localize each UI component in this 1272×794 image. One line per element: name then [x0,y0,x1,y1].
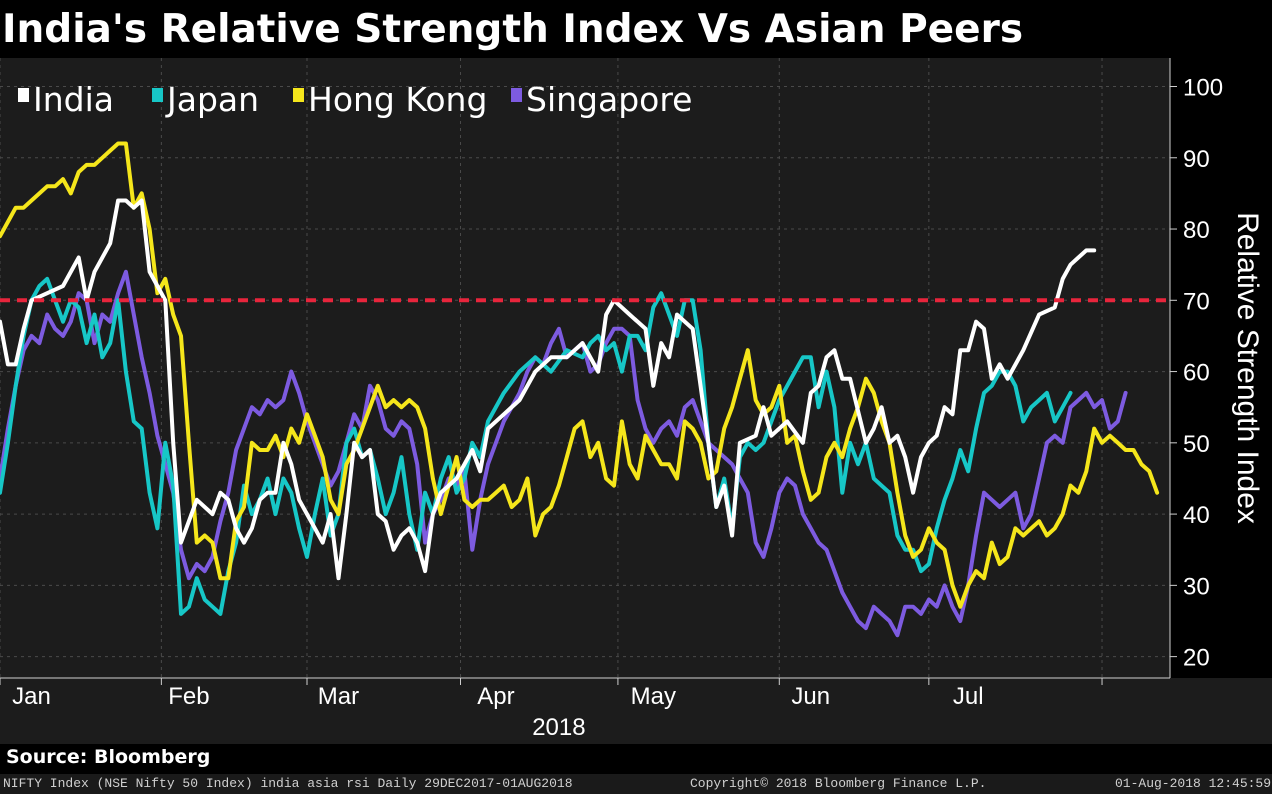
y-tick-label: 80 [1183,217,1210,244]
series-line-india [0,198,1097,581]
x-tick-label-jan: Jan [12,683,51,710]
y-tick-label: 100 [1183,75,1223,102]
chart-title: India's Relative Strength Index Vs Asian… [2,7,1024,52]
legend-label-hong-kong: Hong Kong [308,80,487,119]
footer-copyright: Copyright© 2018 Bloomberg Finance L.P. [690,776,987,791]
y-tick-label: 60 [1183,360,1210,387]
legend-label-singapore: Singapore [526,80,692,119]
source-note: Source: Bloomberg [6,746,211,768]
y-tick-label: 20 [1183,645,1210,672]
footer-bar: NIFTY Index (NSE Nifty 50 Index) india a… [0,774,1272,794]
legend-swatch-japan [152,88,163,102]
legend-swatch-india [18,88,29,102]
x-year-label: 2018 [532,714,585,741]
series-lines [0,141,1160,638]
legend-swatch-hong-kong [293,88,304,102]
y-tick-label: 50 [1183,431,1210,458]
x-tick-label-apr: Apr [477,683,514,710]
x-tick-label-may: May [631,683,676,710]
series-line-japan [0,276,1073,616]
legend-label-india: India [33,80,114,119]
y-tick-label: 70 [1183,288,1210,315]
legend-swatch-singapore [511,88,522,102]
rsi-line-chart: Jan Feb Mar Apr May Jun Jul 2018 20 30 40 50 60 70 80… [0,58,1272,744]
series-line-singapore [0,269,1128,638]
x-axis: Jan Feb Mar Apr May Jun Jul 2018 [0,677,1170,741]
y-tick-label: 30 [1183,573,1210,600]
x-axis-band [0,678,1272,744]
y-tick-label: 90 [1183,146,1210,173]
series-line-hong-kong [0,141,1160,609]
x-tick-label-feb: Feb [168,683,209,710]
x-tick-label-mar: Mar [318,683,359,710]
x-tick-label-jun: Jun [791,683,830,710]
y-axis-title: Relative Strength Index [1231,212,1264,524]
y-axis: 20 30 40 50 60 70 80 90 100 [1169,58,1223,678]
x-tick-label-jul: Jul [953,683,984,710]
y-tick-label: 40 [1183,502,1210,529]
footer-query: NIFTY Index (NSE Nifty 50 Index) india a… [3,776,573,791]
legend: India Japan Hong Kong Singapore [18,80,692,119]
legend-label-japan: Japan [165,80,259,119]
footer-timestamp: 01-Aug-2018 12:45:59 [1115,776,1272,791]
